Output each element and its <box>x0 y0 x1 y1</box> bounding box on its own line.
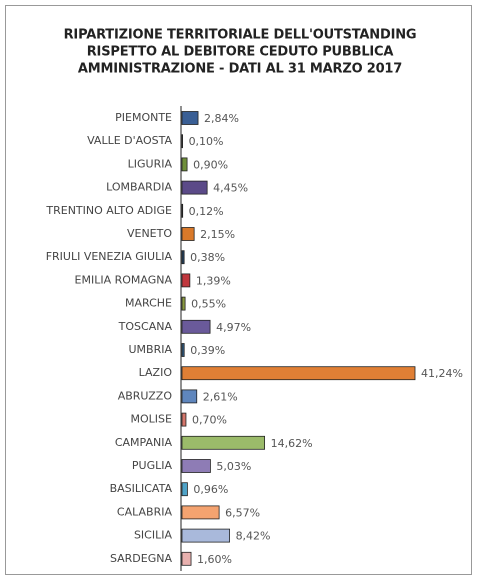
frame <box>5 5 472 575</box>
category-label: VALLE D'AOSTA <box>87 134 172 147</box>
chart-title: RISPETTO AL DEBITORE CEDUTO PUBBLICA <box>87 45 394 60</box>
bar <box>181 134 183 149</box>
bar <box>181 482 188 497</box>
category-label: PIEMONTE <box>115 111 172 124</box>
category-label: ABRUZZO <box>118 389 173 402</box>
value-label: 5,03% <box>216 460 251 473</box>
value-label: 2,61% <box>203 390 238 403</box>
category-label: SICILIA <box>134 529 173 542</box>
category-label: BASILICATA <box>110 482 173 495</box>
bar <box>181 203 184 218</box>
bar <box>181 505 220 520</box>
value-label: 0,90% <box>193 158 228 171</box>
value-label: 6,57% <box>225 506 260 519</box>
value-label: 1,60% <box>197 553 232 566</box>
value-label: 2,15% <box>200 228 235 241</box>
category-label: UMBRIA <box>128 343 172 356</box>
category-label: MOLISE <box>131 413 173 426</box>
value-label: 0,12% <box>189 205 224 218</box>
bar <box>181 296 186 311</box>
category-label: LIGURIA <box>128 157 173 170</box>
bar <box>181 551 192 566</box>
category-label: CAMPANIA <box>115 436 173 449</box>
bar <box>181 366 416 381</box>
value-label: 0,55% <box>191 298 226 311</box>
bar <box>181 319 211 334</box>
category-label: LAZIO <box>139 366 173 379</box>
bar <box>181 180 208 195</box>
category-label: SARDEGNA <box>110 552 173 565</box>
bar <box>181 459 211 473</box>
bar <box>181 412 187 427</box>
value-label: 0,38% <box>190 251 225 264</box>
value-label: 0,10% <box>189 135 224 148</box>
bar <box>181 157 188 172</box>
chart-title: RIPARTIZIONE TERRITORIALE DELL'OUTSTANDI… <box>64 28 417 43</box>
category-label: PUGLIA <box>132 459 173 472</box>
bar <box>181 435 266 450</box>
bar <box>181 273 191 288</box>
category-label: TOSCANA <box>118 320 173 333</box>
value-label: 41,24% <box>421 367 463 380</box>
chart-title: AMMINISTRAZIONE - DATI AL 31 MARZO 2017 <box>78 62 402 77</box>
bar <box>181 389 198 404</box>
category-label: TRENTINO ALTO ADIGE <box>45 204 172 217</box>
bar <box>181 343 185 357</box>
value-label: 14,62% <box>271 437 313 450</box>
bar <box>181 227 195 241</box>
value-label: 0,96% <box>193 483 228 496</box>
value-label: 2,84% <box>204 112 239 125</box>
value-label: 4,97% <box>216 321 251 334</box>
value-label: 1,39% <box>196 274 231 287</box>
category-label: LOMBARDIA <box>106 181 172 194</box>
category-label: EMILIA ROMAGNA <box>75 273 173 286</box>
bar <box>181 250 185 265</box>
bar <box>181 528 230 543</box>
value-label: 0,70% <box>192 414 227 427</box>
value-label: 0,39% <box>190 344 225 357</box>
category-label: CALABRIA <box>117 505 173 518</box>
category-label: VENETO <box>127 227 172 240</box>
value-label: 4,45% <box>213 182 248 195</box>
bar <box>181 111 199 125</box>
category-label: FRIULI VENEZIA GIULIA <box>46 250 173 263</box>
value-label: 8,42% <box>236 530 271 543</box>
category-label: MARCHE <box>125 297 172 310</box>
